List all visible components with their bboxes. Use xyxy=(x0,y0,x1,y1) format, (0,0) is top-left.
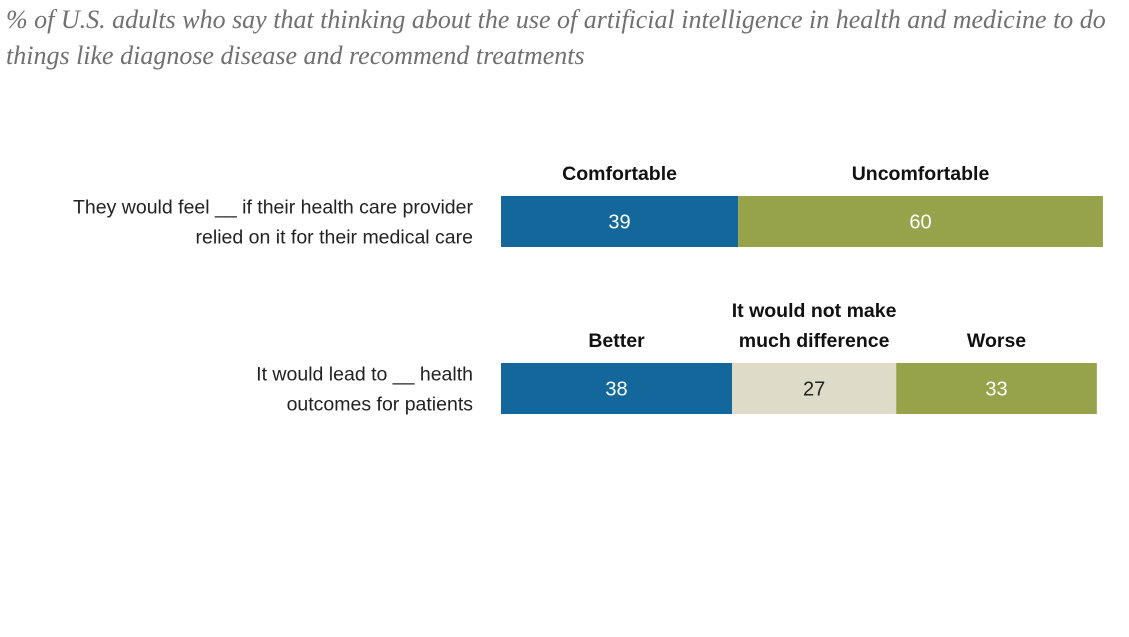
row-label: They would feel __ if their health care … xyxy=(73,197,473,219)
row-label: It would lead to __ health xyxy=(256,364,473,386)
bar-segment xyxy=(732,363,897,414)
chart-subtitle: % of U.S. adults who say that thinking a… xyxy=(6,5,1106,70)
bar-segment xyxy=(896,363,1097,414)
bar-segment xyxy=(738,196,1103,247)
bar-row: It would lead to __ health outcomes for p… xyxy=(256,300,1097,416)
column-header: Worse xyxy=(967,330,1026,352)
column-header: much difference xyxy=(739,330,890,352)
data-label: 38 xyxy=(605,379,627,401)
column-header: Better xyxy=(588,330,645,352)
bar-segment xyxy=(501,196,739,247)
data-label: 27 xyxy=(803,379,825,401)
column-header: Uncomfortable xyxy=(852,163,990,185)
row-label: outcomes for patients xyxy=(287,394,474,416)
data-label: 39 xyxy=(608,212,630,234)
bar-segment xyxy=(501,363,733,414)
data-label: 60 xyxy=(909,212,931,234)
row-label: relied on it for their medical care xyxy=(196,227,473,249)
column-header: Comfortable xyxy=(562,163,677,185)
column-header: It would not make xyxy=(732,300,897,322)
data-label: 33 xyxy=(985,379,1007,401)
bar-row: They would feel __ if their health care … xyxy=(73,163,1103,249)
